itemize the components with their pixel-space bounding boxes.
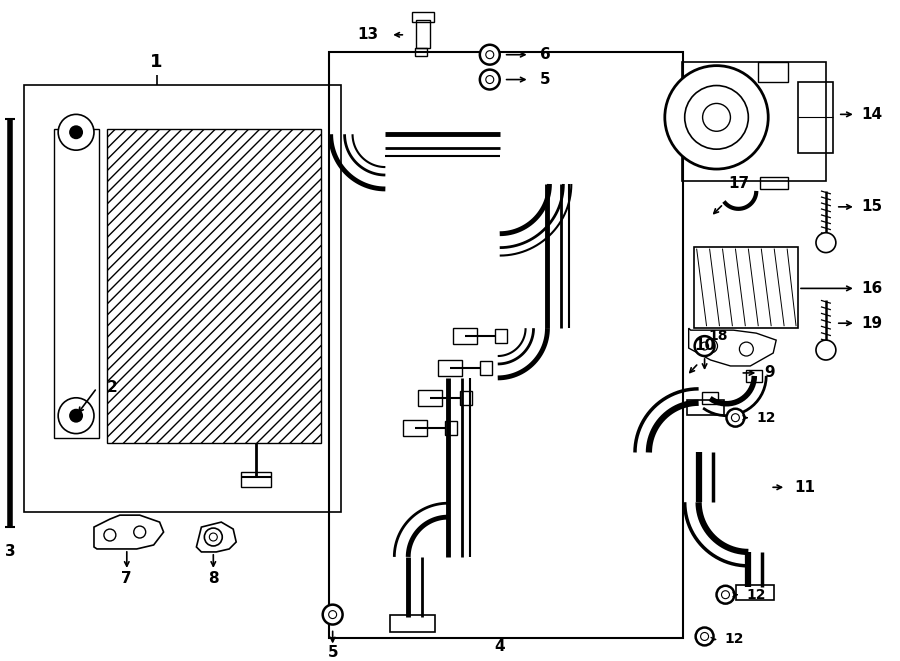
Bar <box>480 361 491 375</box>
Bar <box>760 177 788 189</box>
Circle shape <box>480 69 500 89</box>
Circle shape <box>726 408 744 426</box>
Bar <box>445 420 457 434</box>
Text: 2: 2 <box>107 380 118 395</box>
Bar <box>694 247 798 328</box>
Bar <box>687 400 725 414</box>
Bar <box>241 473 271 487</box>
Circle shape <box>210 533 217 541</box>
Circle shape <box>486 75 494 83</box>
Circle shape <box>134 526 146 538</box>
Circle shape <box>703 103 731 132</box>
Bar <box>759 61 788 81</box>
Bar <box>403 420 427 436</box>
Circle shape <box>665 65 769 169</box>
Bar <box>460 391 472 405</box>
Circle shape <box>696 627 714 645</box>
Circle shape <box>695 336 715 356</box>
Circle shape <box>700 342 708 350</box>
Polygon shape <box>94 515 164 549</box>
Text: 5: 5 <box>328 645 338 660</box>
Text: 9: 9 <box>764 366 775 381</box>
Bar <box>702 393 718 405</box>
Text: 14: 14 <box>861 107 883 122</box>
Bar <box>415 48 428 56</box>
Text: 18: 18 <box>708 329 728 343</box>
Bar <box>453 328 477 344</box>
Circle shape <box>204 528 222 546</box>
Text: 7: 7 <box>122 571 132 586</box>
Circle shape <box>69 126 83 139</box>
Circle shape <box>700 633 708 641</box>
Text: 17: 17 <box>728 176 749 192</box>
Text: 1: 1 <box>150 53 163 71</box>
Bar <box>736 585 774 600</box>
Polygon shape <box>196 522 236 552</box>
Circle shape <box>740 342 753 356</box>
Circle shape <box>69 408 83 422</box>
Text: 15: 15 <box>861 200 883 214</box>
Circle shape <box>816 340 836 360</box>
Text: 12: 12 <box>746 588 766 602</box>
Bar <box>391 615 435 633</box>
Circle shape <box>480 45 500 65</box>
Text: 5: 5 <box>539 72 550 87</box>
Bar <box>54 130 99 438</box>
Text: 19: 19 <box>861 316 883 330</box>
Text: 3: 3 <box>5 545 16 559</box>
Circle shape <box>732 414 740 422</box>
Bar <box>328 52 683 639</box>
Text: 10: 10 <box>694 338 716 352</box>
Bar <box>412 12 434 22</box>
Circle shape <box>685 85 748 149</box>
Text: 6: 6 <box>539 47 550 62</box>
Bar <box>24 85 340 512</box>
Bar <box>798 81 832 153</box>
Text: 12: 12 <box>756 410 776 424</box>
Circle shape <box>722 591 729 599</box>
Bar <box>107 130 320 443</box>
Circle shape <box>816 233 836 253</box>
Circle shape <box>104 529 116 541</box>
Text: 16: 16 <box>861 281 883 296</box>
Circle shape <box>704 339 717 353</box>
Text: 13: 13 <box>357 27 378 42</box>
Bar <box>418 390 442 406</box>
Bar <box>438 360 462 376</box>
Text: 11: 11 <box>794 480 815 495</box>
Circle shape <box>323 605 343 625</box>
Polygon shape <box>688 328 776 366</box>
Text: 12: 12 <box>724 633 744 646</box>
Bar <box>416 20 430 48</box>
Text: 4: 4 <box>494 639 505 654</box>
Circle shape <box>716 586 734 603</box>
Circle shape <box>486 51 494 59</box>
Text: 8: 8 <box>208 571 219 586</box>
Circle shape <box>328 611 337 619</box>
Bar <box>746 370 762 382</box>
Circle shape <box>58 114 94 150</box>
Bar <box>495 329 507 343</box>
Circle shape <box>58 398 94 434</box>
Bar <box>681 61 826 181</box>
